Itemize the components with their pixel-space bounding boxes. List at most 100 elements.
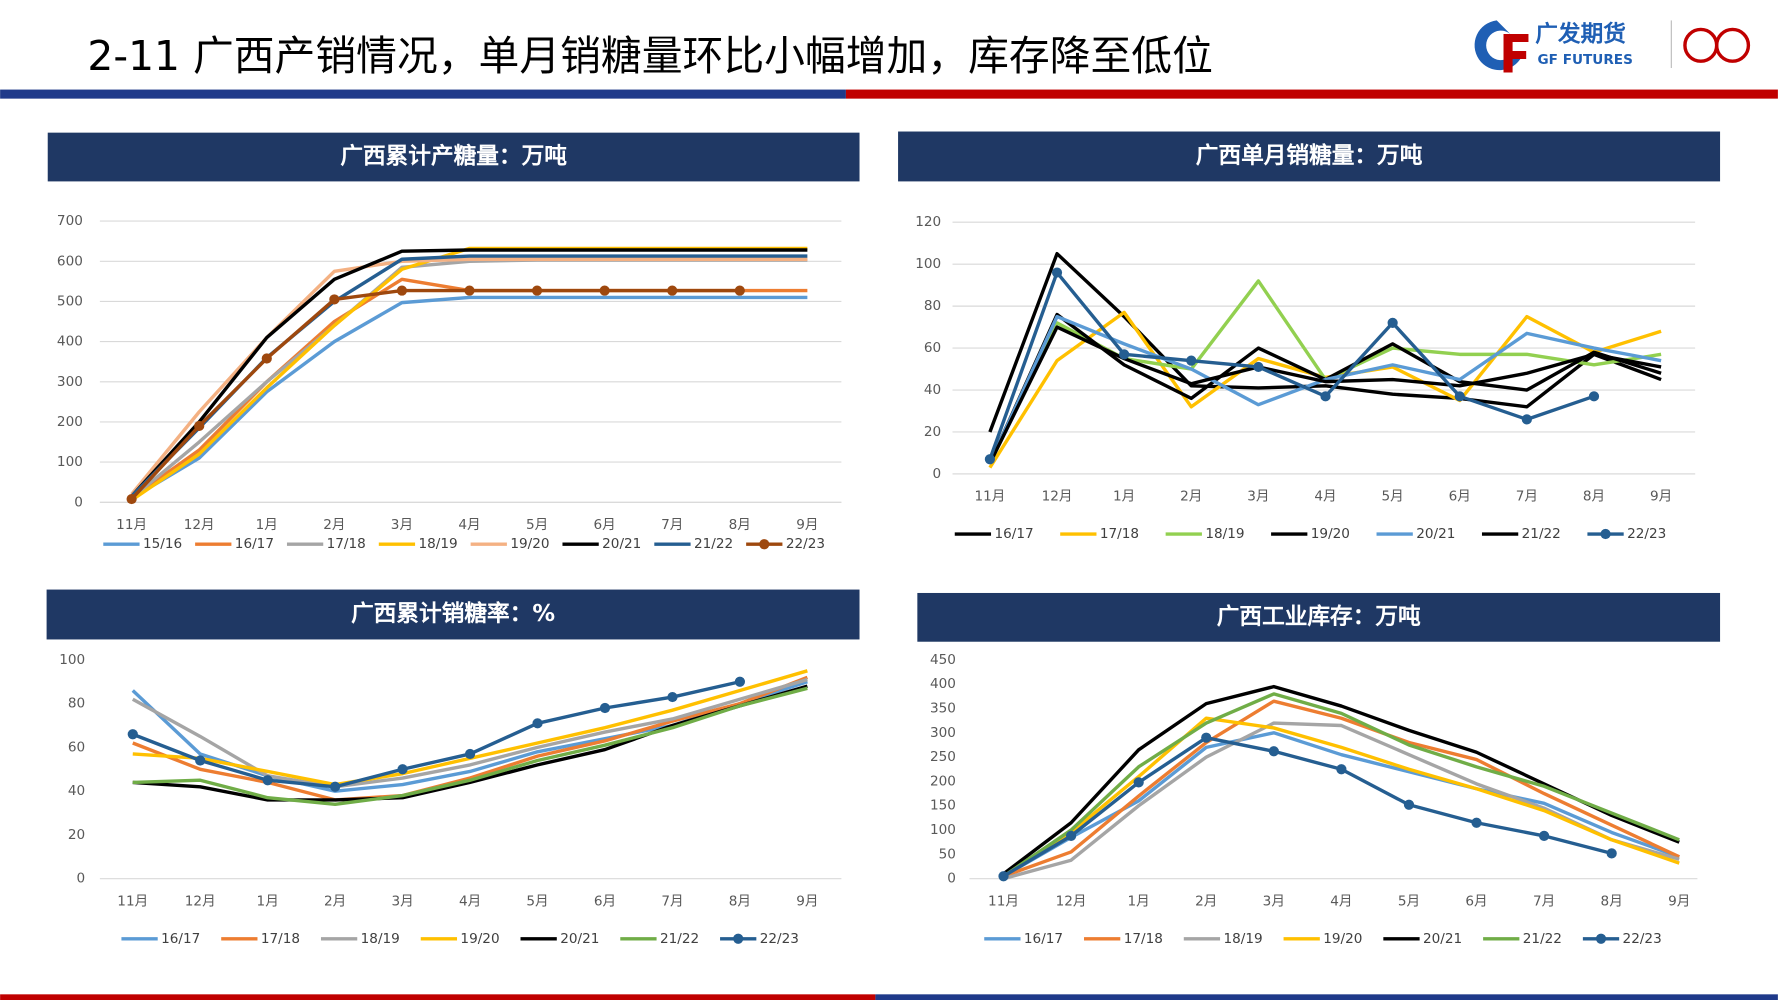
legend-label: 19/20 [510,536,549,552]
slide-title: 2-11 广西产销情况，单月销糖量环比小幅增加，库存降至低位 [87,32,1212,80]
x-tick-label: 5月 [1382,489,1404,505]
data-point [1320,391,1331,402]
data-point [734,676,746,687]
x-tick-label: 6月 [594,517,616,533]
y-tick-label: 50 [939,846,956,862]
legend-label: 19/20 [460,931,499,947]
x-tick-label: 7月 [661,517,683,533]
data-point [998,871,1009,882]
y-tick-label: 80 [924,298,941,314]
series-line [1002,716,1680,878]
legend-label: 18/19 [418,536,457,552]
x-tick-label: 4月 [459,893,481,909]
series-line [988,314,1662,465]
data-point [396,285,408,296]
legend-label: 20/21 [1423,931,1462,947]
x-tick-label: 8月 [729,517,751,533]
legend-label: 22/23 [1623,931,1662,947]
legend-label: 21/22 [1523,931,1562,947]
data-point [1201,732,1212,743]
series-line [130,257,808,496]
x-tick-label: 8月 [1601,893,1623,909]
data-point [397,764,408,775]
x-tick-label: 9月 [796,517,818,533]
data-point [127,729,138,740]
x-tick-label: 1月 [1128,893,1150,909]
x-tick-label: 5月 [1398,893,1420,909]
data-point [1268,746,1279,757]
chart-title: 广西工业库存：万吨 [1217,603,1421,630]
series-line [988,325,1662,465]
x-tick-label: 11月 [974,489,1005,505]
x-tick-label: 2月 [1180,489,1202,505]
y-tick-label: 150 [930,798,956,814]
data-point [330,781,341,792]
data-point [1403,799,1415,810]
data-point [532,718,543,729]
x-tick-label: 7月 [1533,893,1555,909]
chart: 广西单月销糖量：万吨 0 20 40 60 80 100 120 11月 12月 1月 2月 3月 4月 5… [898,131,1721,542]
x-tick-label: 3月 [391,893,413,909]
x-tick-label: 11月 [116,517,147,533]
data-point [1539,830,1550,841]
y-tick-label: 0 [932,466,941,482]
series-line [131,677,808,789]
x-tick-label: 9月 [1650,489,1672,505]
legend-label: 18/19 [1223,931,1262,947]
y-tick-label: 350 [930,700,956,716]
y-tick-label: 0 [76,871,85,887]
series-line [130,277,808,500]
data-point [1051,267,1063,278]
x-tick-label: 3月 [1247,489,1269,505]
y-tick-label: 200 [930,773,956,789]
series-line [130,295,808,500]
x-tick-label: 6月 [594,893,616,909]
legend-label: 19/20 [1311,526,1350,542]
series-line [132,686,808,806]
x-tick-label: 3月 [1263,893,1285,909]
x-tick-label: 4月 [1330,893,1352,909]
y-tick-label: 20 [924,424,941,440]
logo-mark-f [1503,34,1529,73]
x-tick-label: 6月 [1465,893,1487,909]
data-point [329,294,340,305]
series-line [130,248,808,498]
series-line [988,251,1662,433]
data-point [599,285,610,296]
logo-mark [1474,20,1522,71]
x-tick-label: 1月 [256,517,278,533]
y-tick-label: 250 [930,749,956,765]
y-tick-label: 40 [68,783,85,799]
legend-label: 21/22 [1522,526,1561,542]
y-tick-label: 0 [947,871,956,887]
x-tick-label: 12月 [184,517,215,533]
x-tick-label: 5月 [526,893,548,909]
header-rule-red [845,89,1778,99]
y-tick-label: 400 [930,676,956,692]
x-tick-label: 8月 [729,893,751,909]
chart-title: 广西单月销糖量：万吨 [1196,142,1423,169]
data-point [126,493,137,505]
logo-ring [1683,27,1719,63]
data-point [1471,817,1482,828]
legend-label: 17/18 [1100,526,1139,542]
data-point [1336,764,1347,775]
series-line [1002,692,1680,878]
data-point [1588,391,1600,402]
header-rule-blue [0,89,846,99]
y-tick-label: 40 [924,382,941,398]
data-point [262,775,273,786]
chart: 广西累计销糖率：% 0 20 40 60 80 100 11月 12月 1月 2月 3月 4月 5月 6月 7… [46,589,860,947]
data-point [667,691,678,703]
x-tick-label: 2月 [1195,893,1217,909]
chart-title-bar [46,589,860,640]
x-tick-label: 11月 [988,893,1019,909]
data-point [667,285,678,296]
logo-ring [1714,27,1751,63]
legend-label: 17/18 [261,931,300,947]
x-tick-label: 12月 [1042,489,1073,505]
y-tick-label: 300 [930,725,956,741]
y-tick-label: 200 [57,414,83,430]
legend-marker [733,933,744,944]
